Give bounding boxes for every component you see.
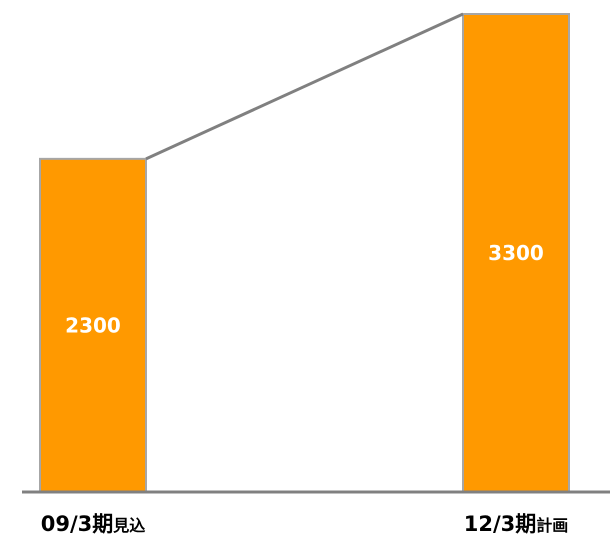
category-label-suffix: 見込	[112, 516, 145, 535]
category-label-1: 09/3期見込	[41, 512, 146, 536]
data-label-1: 2300	[65, 313, 121, 337]
connector-line	[146, 14, 463, 159]
category-label-suffix: 計画	[536, 516, 568, 535]
data-label-2: 3300	[488, 241, 544, 265]
category-label-2: 12/3期計画	[464, 512, 569, 536]
category-label-main: 09/3期	[41, 512, 114, 536]
category-label-main: 12/3期	[464, 512, 537, 536]
